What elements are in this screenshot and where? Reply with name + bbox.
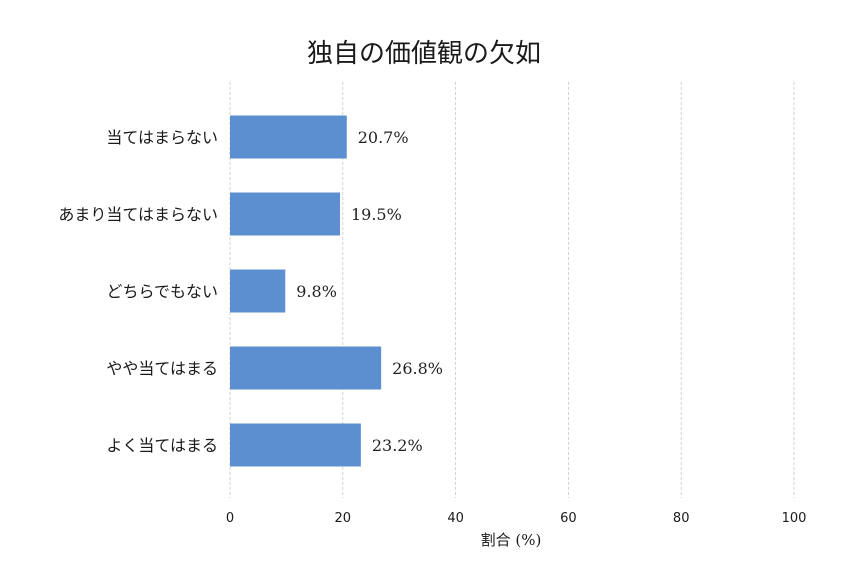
category-label: やや当てはまる bbox=[106, 359, 218, 378]
category-label: 当てはまらない bbox=[106, 128, 218, 147]
category-label: どちらでもない bbox=[106, 282, 218, 301]
value-label: 20.7% bbox=[358, 128, 409, 147]
category-label: よく当てはまる bbox=[106, 436, 218, 455]
bar bbox=[230, 115, 347, 159]
chart-title: 独自の価値観の欠如 bbox=[307, 39, 541, 69]
value-labels: 20.7% 19.5% 9.8% 26.8% 23.2% bbox=[296, 128, 443, 455]
value-label: 26.8% bbox=[392, 359, 443, 378]
value-label: 9.8% bbox=[296, 282, 337, 301]
x-axis-title: 割合 (%) bbox=[481, 531, 542, 549]
x-tick-label: 60 bbox=[560, 511, 577, 526]
x-tick-labels: 0 20 40 60 80 100 bbox=[226, 511, 807, 526]
x-tick-label: 20 bbox=[335, 511, 352, 526]
category-label: あまり当てはまらない bbox=[58, 205, 218, 224]
bar bbox=[230, 192, 340, 236]
x-tick-label: 0 bbox=[226, 511, 234, 526]
bar bbox=[230, 346, 382, 390]
value-label: 23.2% bbox=[372, 436, 423, 455]
value-label: 19.5% bbox=[351, 205, 402, 224]
x-tick-label: 40 bbox=[447, 511, 464, 526]
bars bbox=[230, 115, 382, 467]
bar bbox=[230, 269, 286, 313]
x-tick-label: 100 bbox=[782, 511, 807, 526]
x-tick-label: 80 bbox=[673, 511, 690, 526]
bar bbox=[230, 423, 361, 467]
